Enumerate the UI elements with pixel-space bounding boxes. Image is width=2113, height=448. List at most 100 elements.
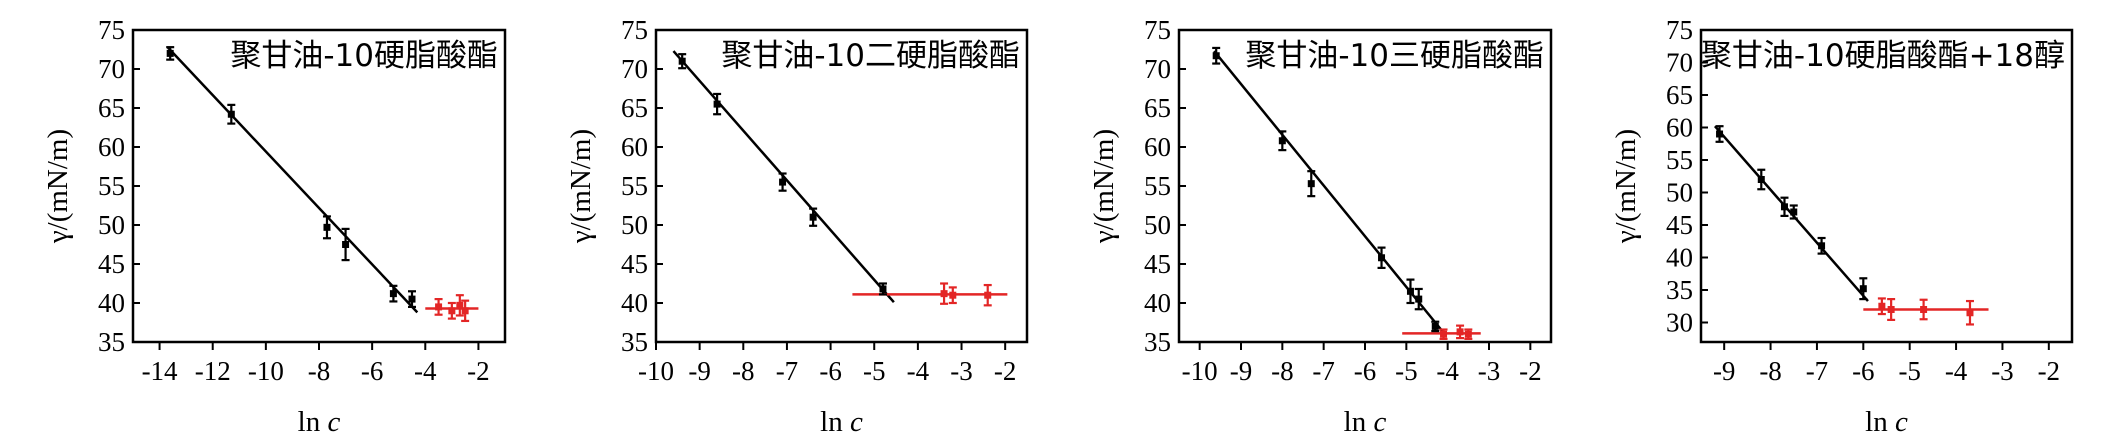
- x-tick-label: -10: [1182, 356, 1218, 386]
- y-tick-label: 60: [98, 132, 125, 162]
- y-axis-label: γ/(mN/m): [42, 129, 74, 244]
- x-tick-label: -8: [732, 356, 755, 386]
- x-tick-label: -6: [361, 356, 384, 386]
- x-tick-label: -5: [1898, 356, 1921, 386]
- data-point: [1440, 330, 1448, 338]
- x-tick-label: -6: [1354, 356, 1377, 386]
- panel-polyglycerol-tristearate: 35 40 45 50 55 60 65 70 75 -10 -9 -8 -7 -6 -5 -4 -3 -2 ln …: [1088, 15, 1553, 438]
- data-point: [713, 100, 721, 108]
- x-tick-label: -8: [1271, 356, 1294, 386]
- data-point: [323, 223, 331, 231]
- data-point: [166, 49, 174, 57]
- x-tick-label: -2: [2038, 356, 2061, 386]
- data-point: [389, 290, 397, 298]
- x-tick-label: -5: [863, 356, 886, 386]
- x-tick-label: -9: [688, 356, 711, 386]
- y-tick-label: 75: [1666, 15, 1693, 45]
- data-point: [1859, 285, 1867, 293]
- data-point: [879, 285, 887, 293]
- y-tick-label: 70: [1144, 54, 1171, 84]
- y-axis-label: γ/(mN/m): [1088, 129, 1120, 244]
- x-axis-label-variable: c: [850, 406, 863, 438]
- y-tick-label: 70: [621, 54, 648, 84]
- data-point: [227, 110, 235, 118]
- data-point: [1278, 137, 1286, 145]
- y-tick-label: 35: [1144, 327, 1171, 357]
- y-tick-label: 50: [98, 210, 125, 240]
- data-point: [1716, 130, 1724, 138]
- y-tick-label: 40: [1666, 243, 1693, 273]
- y-tick-label: 70: [1666, 48, 1693, 78]
- x-tick-label: -2: [1519, 356, 1542, 386]
- data-point: [408, 295, 416, 303]
- y-tick-label: 45: [1144, 249, 1171, 279]
- y-tick-label: 40: [98, 288, 125, 318]
- x-tick-label: -14: [142, 356, 178, 386]
- y-tick-label: 35: [98, 327, 125, 357]
- x-axis-label: ln c: [1865, 406, 1908, 438]
- data-point: [448, 307, 456, 315]
- x-tick-label: -7: [1806, 356, 1829, 386]
- y-tick-label: 45: [621, 249, 648, 279]
- x-tick-label: -4: [907, 356, 930, 386]
- y-tick-label: 60: [1144, 132, 1171, 162]
- y-tick-label: 65: [621, 93, 648, 123]
- data-point: [1757, 176, 1765, 183]
- x-tick-label: -7: [1312, 356, 1335, 386]
- x-tick-label: -4: [1945, 356, 1968, 386]
- x-axis-label-prefix: ln: [820, 406, 850, 438]
- data-point: [1456, 328, 1464, 336]
- linear-fit-line: [166, 46, 419, 314]
- data-point: [435, 303, 443, 311]
- y-tick-label: 40: [621, 288, 648, 318]
- x-axis-label-prefix: ln: [1344, 406, 1374, 438]
- x-axis-label-variable: c: [1895, 406, 1908, 438]
- data-point: [342, 241, 350, 248]
- y-tick-label: 40: [1144, 288, 1171, 318]
- x-tick-label: -3: [1478, 356, 1501, 386]
- y-tick-label: 35: [621, 327, 648, 357]
- x-tick-label: -5: [1395, 356, 1418, 386]
- data-point: [949, 291, 957, 299]
- x-axis-label: ln c: [298, 406, 341, 438]
- plot-frame: [131, 28, 507, 344]
- data-point: [456, 301, 464, 309]
- y-tick-label: 35: [1666, 275, 1693, 305]
- x-tick-label: -2: [467, 356, 490, 386]
- data-point: [1212, 52, 1220, 60]
- data-point: [1887, 306, 1895, 313]
- y-tick-label: 50: [1666, 178, 1693, 208]
- data-point: [1378, 254, 1386, 262]
- data-point: [984, 291, 992, 299]
- chart-title: 聚甘油-10硬脂酸酯: [230, 38, 498, 74]
- data-point: [1878, 302, 1886, 310]
- x-axis-label-prefix: ln: [1865, 406, 1895, 438]
- y-tick-label: 75: [98, 15, 125, 45]
- data-point: [1415, 295, 1423, 303]
- y-tick-label: 50: [621, 210, 648, 240]
- y-tick-label: 65: [1144, 93, 1171, 123]
- x-tick-label: -2: [994, 356, 1017, 386]
- y-tick-label: 60: [1666, 113, 1693, 143]
- y-tick-label: 30: [1666, 308, 1693, 338]
- x-tick-label: -4: [414, 356, 437, 386]
- data-point: [1431, 322, 1439, 330]
- panel-polyglycerol-stearate: 35 40 45 50 55 60 65 70 75 -14 -12 -10 -8 -6 -4 -2 ln c γ…: [42, 15, 507, 438]
- data-point: [678, 57, 686, 65]
- data-point: [940, 290, 948, 298]
- x-axis-label: ln c: [1344, 406, 1387, 438]
- data-point: [1307, 180, 1315, 188]
- y-tick-label: 55: [98, 171, 125, 201]
- data-point: [809, 213, 817, 221]
- data-point: [1406, 287, 1414, 295]
- chart-title: 聚甘油-10二硬脂酸酯: [721, 38, 1020, 74]
- data-point: [779, 178, 787, 186]
- x-tick-label: -8: [1759, 356, 1782, 386]
- y-tick-label: 65: [98, 93, 125, 123]
- x-tick-label: -10: [638, 356, 674, 386]
- y-tick-label: 55: [621, 171, 648, 201]
- x-axis-label: ln c: [820, 406, 863, 438]
- y-tick-label: 65: [1666, 80, 1693, 110]
